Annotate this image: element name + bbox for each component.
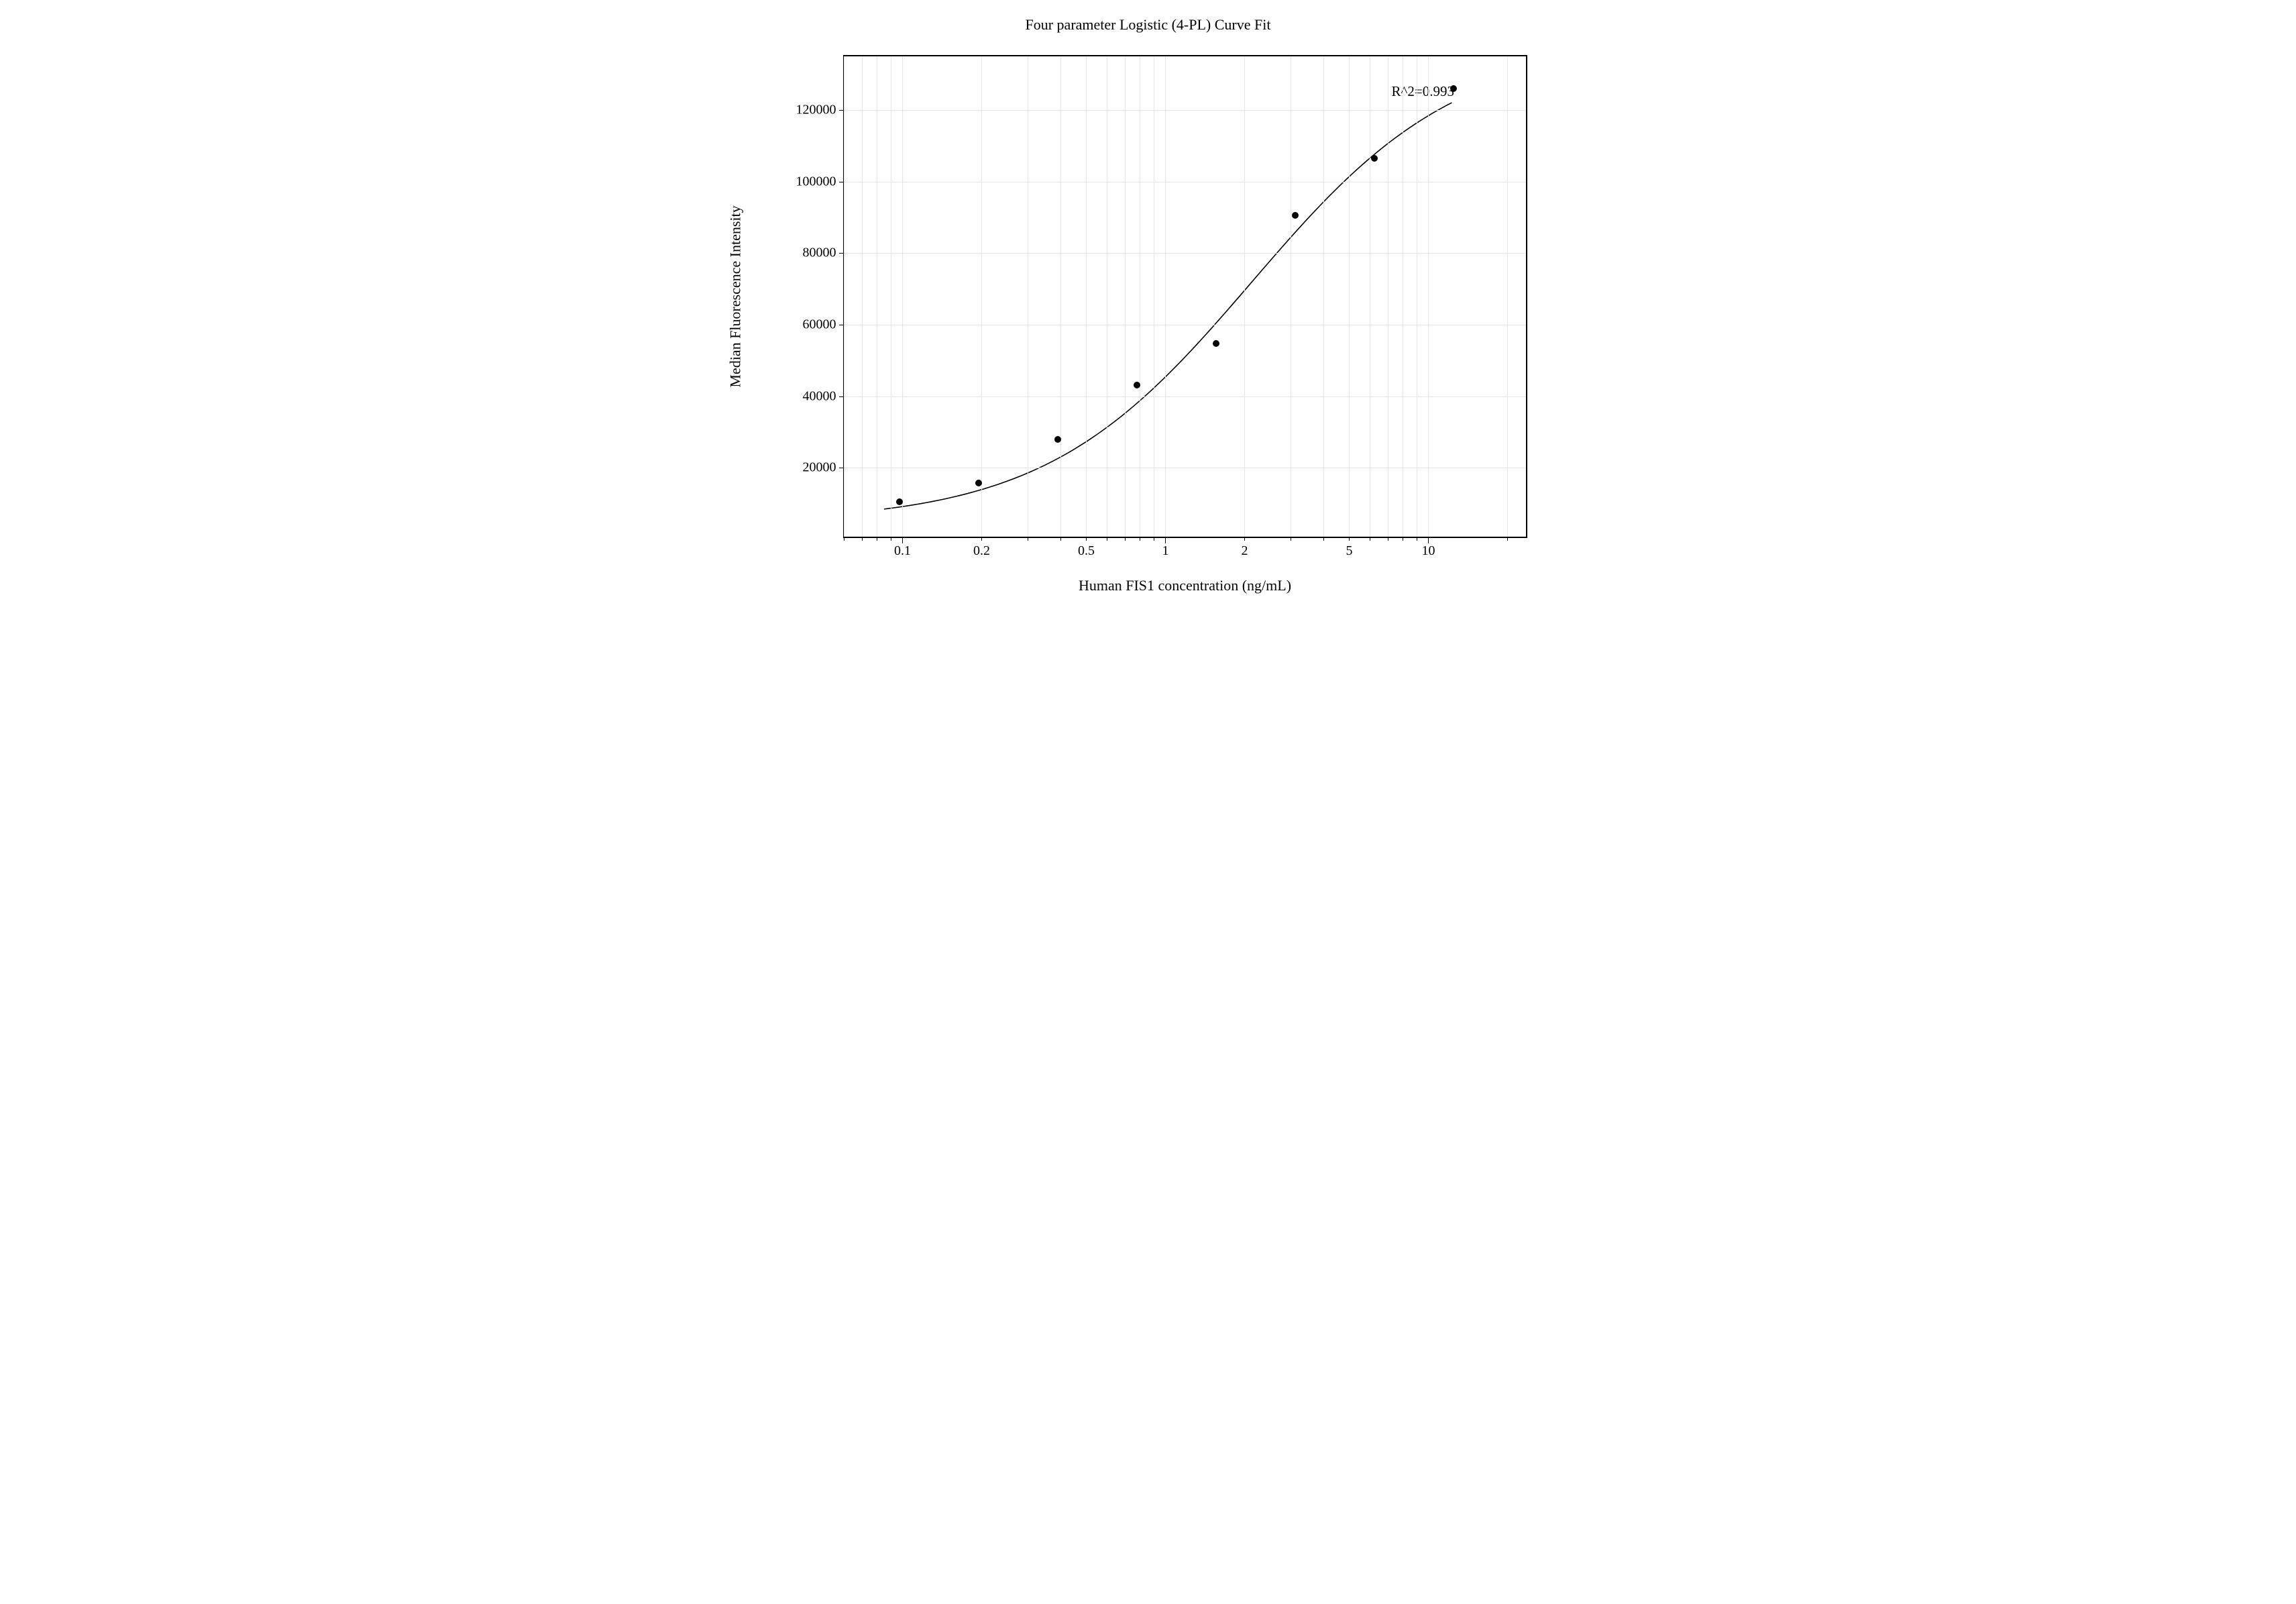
chart-title: Four parameter Logistic (4-PL) Curve Fit <box>679 16 1618 34</box>
x-tick-label: 0.5 <box>1078 543 1095 559</box>
grid-line-v <box>862 56 863 537</box>
y-tick <box>839 396 844 397</box>
x-tick <box>1349 537 1350 541</box>
y-tick-label: 80000 <box>803 246 836 261</box>
curve-line <box>844 56 1526 537</box>
x-tick <box>862 537 863 541</box>
chart-container: Four parameter Logistic (4-PL) Curve Fit… <box>679 0 1618 656</box>
grid-line-h <box>844 110 1526 111</box>
grid-line-v <box>1349 56 1350 537</box>
x-tick-label: 2 <box>1241 543 1248 559</box>
grid-line-h <box>844 396 1526 397</box>
x-tick-label: 1 <box>1162 543 1168 559</box>
grid-line-v <box>1323 56 1324 537</box>
y-tick-label: 100000 <box>796 174 836 189</box>
y-tick-label: 40000 <box>803 388 836 404</box>
x-tick <box>1060 537 1061 541</box>
plot-area: R^2=0.993 200004000060000800001000001200… <box>843 55 1527 538</box>
data-point <box>1292 212 1299 219</box>
y-axis-label: Median Fluorescence Intensity <box>726 55 746 538</box>
grid-line-v <box>1086 56 1087 537</box>
y-tick-label: 60000 <box>803 317 836 333</box>
r-squared-annotation: R^2=0.993 <box>1392 83 1454 100</box>
grid-line-v <box>1428 56 1429 537</box>
x-tick <box>1125 537 1126 541</box>
y-tick <box>839 253 844 254</box>
grid-line-v <box>1165 56 1166 537</box>
x-tick-label: 10 <box>1421 543 1435 559</box>
grid-line-v <box>1125 56 1126 537</box>
grid-line-v <box>1244 56 1245 537</box>
y-tick <box>839 110 844 111</box>
x-tick <box>1323 537 1324 541</box>
x-tick <box>1086 537 1087 541</box>
x-tick <box>1428 537 1429 543</box>
x-tick <box>1165 537 1166 543</box>
data-point <box>1450 85 1457 92</box>
grid-line-v <box>981 56 982 537</box>
x-tick-label: 0.1 <box>894 543 911 559</box>
data-point <box>1054 436 1061 443</box>
x-tick <box>1244 537 1245 541</box>
fit-curve <box>884 103 1452 509</box>
data-point <box>896 498 903 505</box>
x-tick <box>981 537 982 541</box>
grid-line-v <box>1060 56 1061 537</box>
y-tick-label: 20000 <box>803 460 836 476</box>
y-axis-label-text: Median Fluorescence Intensity <box>727 205 745 387</box>
x-tick-label: 5 <box>1346 543 1352 559</box>
data-point <box>1371 155 1378 162</box>
grid-line-v <box>902 56 903 537</box>
grid-line-v <box>1507 56 1508 537</box>
data-point <box>1134 382 1140 388</box>
x-tick-label: 0.2 <box>973 543 990 559</box>
y-tick-label: 120000 <box>796 103 836 118</box>
data-point <box>975 480 982 486</box>
x-tick <box>902 537 903 543</box>
x-axis-label: Human FIS1 concentration (ng/mL) <box>843 577 1527 594</box>
x-tick <box>1507 537 1508 541</box>
data-point <box>1213 340 1219 347</box>
grid-line-h <box>844 253 1526 254</box>
